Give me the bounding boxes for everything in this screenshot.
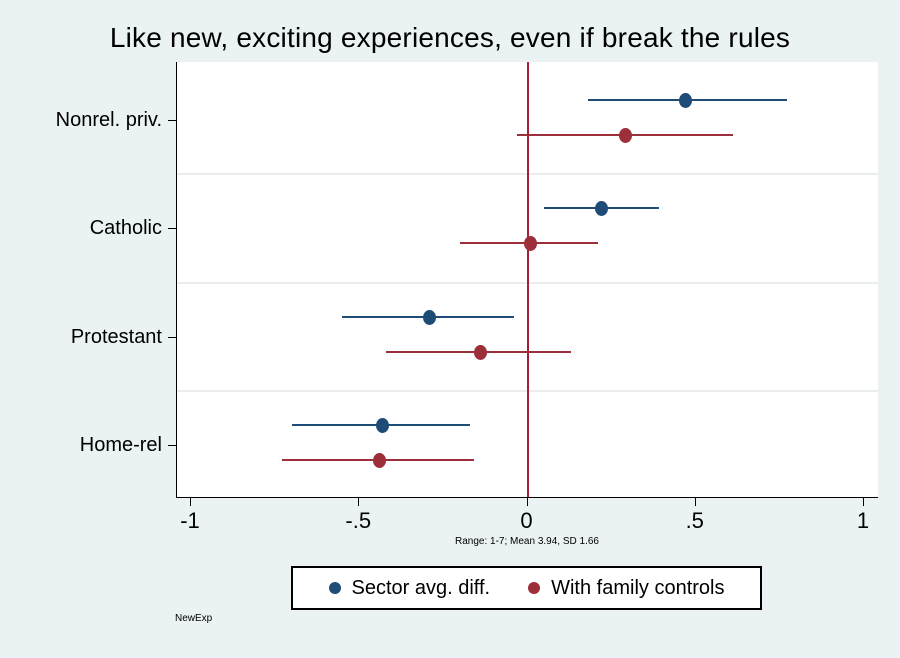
- y-axis-tick: [168, 228, 176, 229]
- legend: Sector avg. diff. With family controls: [291, 566, 762, 610]
- point-estimate-marker: [423, 309, 437, 325]
- x-axis-tick-label: -1: [180, 508, 200, 533]
- y-axis-tick: [168, 445, 176, 446]
- axis-note: Range: 1-7; Mean 3.94, SD 1.66: [455, 536, 599, 547]
- legend-item-family-controls: With family controls: [528, 577, 724, 600]
- y-category-label: Protestant: [70, 326, 162, 348]
- x-axis-tick: [863, 497, 864, 506]
- x-axis-tick: [526, 497, 528, 506]
- x-axis-tick: [190, 497, 191, 506]
- x-axis-tick-label: .5: [685, 508, 704, 533]
- point-estimate-marker: [372, 452, 386, 468]
- legend-item-sector-avg-diff: Sector avg. diff.: [328, 576, 491, 600]
- x-axis-tick: [358, 497, 360, 506]
- blue-dot-icon: [328, 582, 341, 594]
- y-axis-tick: [168, 120, 176, 121]
- chart-title: Like new, exciting experiences, even if …: [109, 22, 791, 53]
- legend-label: With family controls: [551, 576, 725, 599]
- x-axis-tick-label: -.5: [345, 508, 372, 533]
- x-axis-tick-label: 0: [520, 508, 533, 533]
- y-category-label: Home-rel: [79, 434, 162, 456]
- plot-area: [176, 62, 878, 498]
- y-axis-tick: [168, 337, 176, 338]
- x-axis-tick-label: 1: [856, 508, 870, 533]
- variable-name-footnote: NewExp: [175, 613, 213, 624]
- point-estimate-marker: [524, 235, 538, 251]
- zero-reference-line: [526, 62, 529, 497]
- red-dot-icon: [528, 582, 541, 594]
- legend-label: Sector avg. diff.: [351, 576, 491, 599]
- x-axis-tick: [694, 497, 696, 506]
- y-category-label: Nonrel. priv.: [55, 109, 162, 131]
- y-category-label: Catholic: [89, 217, 162, 239]
- point-estimate-marker: [618, 127, 632, 143]
- point-estimate-marker: [473, 344, 487, 360]
- point-estimate-marker: [376, 417, 390, 433]
- point-estimate-marker: [595, 200, 609, 216]
- point-estimate-marker: [679, 92, 693, 108]
